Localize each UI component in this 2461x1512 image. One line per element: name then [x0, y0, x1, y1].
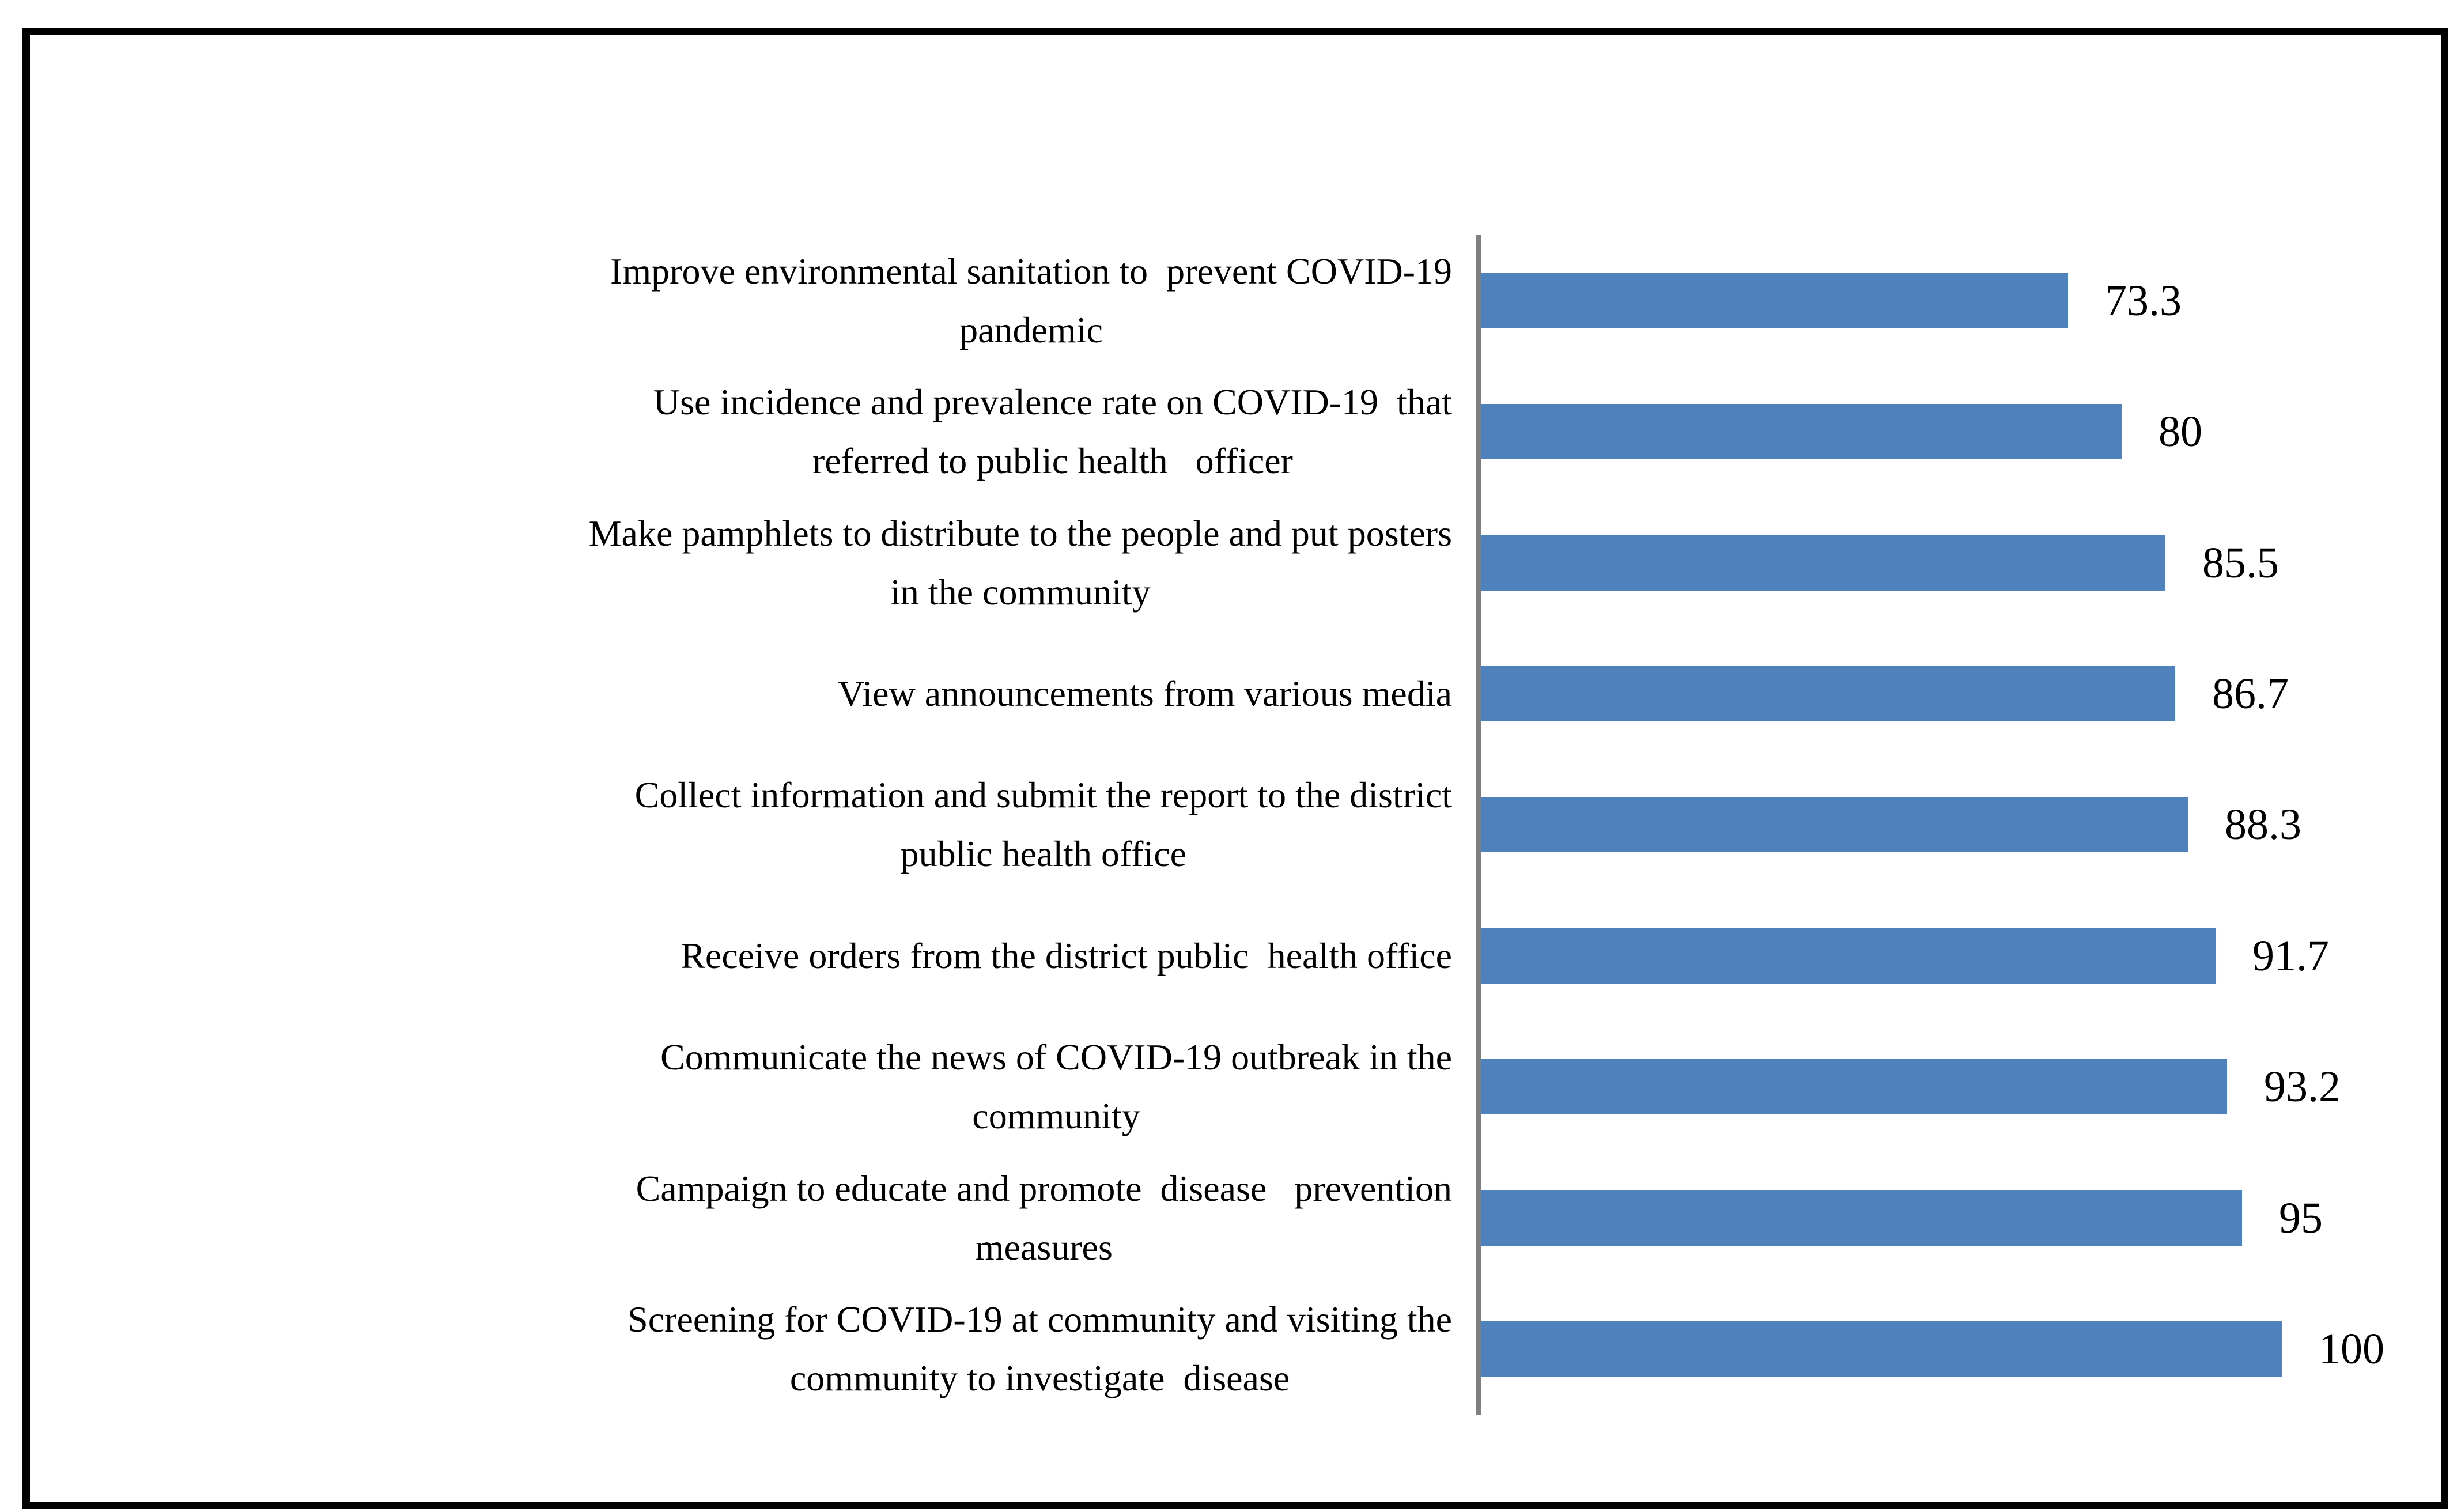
- bar-cell: 91.7: [1452, 890, 2409, 1021]
- bar: [1481, 535, 2165, 591]
- value-label: 93.2: [2264, 1063, 2341, 1112]
- category-label: Communicate the news of COVID-19 outbrea…: [660, 1037, 1452, 1137]
- category-label-cell: View announcements from various media: [242, 628, 1452, 759]
- bar-row: Use incidence and prevalence rate on COV…: [242, 366, 2409, 497]
- value-label: 73.3: [2105, 276, 2182, 325]
- bar-cell: 85.5: [1452, 497, 2409, 628]
- category-axis-line: [1476, 235, 1481, 1415]
- bar-cell: 100: [1452, 1284, 2409, 1415]
- bar-cell: 86.7: [1452, 628, 2409, 759]
- bar-cell: 73.3: [1452, 235, 2409, 366]
- bar-cell: 93.2: [1452, 1022, 2409, 1152]
- bar: [1481, 797, 2188, 853]
- bar-cell: 88.3: [1452, 759, 2409, 890]
- value-label: 80: [2158, 407, 2202, 456]
- bar-row: Receive orders from the district public …: [242, 890, 2409, 1021]
- category-label-cell: Collect information and submit the repor…: [242, 759, 1452, 890]
- value-label: 95: [2279, 1193, 2323, 1242]
- category-label: Screening for COVID-19 at community and …: [627, 1299, 1452, 1399]
- bar-row: View announcements from various media 86…: [242, 628, 2409, 759]
- bar: [1481, 1059, 2227, 1115]
- category-label: Collect information and submit the repor…: [634, 774, 1452, 875]
- category-label: Use incidence and prevalence rate on COV…: [653, 381, 1452, 482]
- value-label: 100: [2319, 1325, 2384, 1374]
- figure-border: [22, 28, 2448, 1509]
- bar: [1481, 273, 2068, 328]
- bar-cell: 95: [1452, 1152, 2409, 1283]
- category-label: Make pamphlets to distribute to the peop…: [588, 512, 1452, 613]
- category-label-cell: Communicate the news of COVID-19 outbrea…: [242, 1022, 1452, 1152]
- bar-row: Screening for COVID-19 at community and …: [242, 1284, 2409, 1415]
- bar: [1481, 404, 2122, 460]
- bar-row: Make pamphlets to distribute to the peop…: [242, 497, 2409, 628]
- bar-row: Campaign to educate and promote disease …: [242, 1152, 2409, 1283]
- bar: [1481, 1321, 2282, 1377]
- bar: [1481, 1190, 2242, 1246]
- category-label: Campaign to educate and promote disease …: [636, 1167, 1452, 1268]
- bar-chart: Improve environmental sanitation to prev…: [242, 235, 2409, 1415]
- bar-row: Improve environmental sanitation to prev…: [242, 235, 2409, 366]
- value-label: 88.3: [2225, 800, 2301, 849]
- category-label-cell: Campaign to educate and promote disease …: [242, 1152, 1452, 1283]
- bar-cell: 80: [1452, 366, 2409, 497]
- bar: [1481, 666, 2175, 722]
- bar-row: Communicate the news of COVID-19 outbrea…: [242, 1022, 2409, 1152]
- category-label: View announcements from various media: [837, 673, 1452, 715]
- value-label: 86.7: [2212, 670, 2289, 719]
- value-label: 85.5: [2202, 538, 2279, 587]
- category-label-cell: Make pamphlets to distribute to the peop…: [242, 497, 1452, 628]
- bar-row: Collect information and submit the repor…: [242, 759, 2409, 890]
- category-label-cell: Use incidence and prevalence rate on COV…: [242, 366, 1452, 497]
- category-label: Receive orders from the district public …: [681, 935, 1452, 976]
- category-label-cell: Screening for COVID-19 at community and …: [242, 1284, 1452, 1415]
- category-label: Improve environmental sanitation to prev…: [610, 250, 1452, 350]
- category-label-cell: Receive orders from the district public …: [242, 890, 1452, 1021]
- category-label-cell: Improve environmental sanitation to prev…: [242, 235, 1452, 366]
- bar: [1481, 928, 2216, 984]
- value-label: 91.7: [2252, 931, 2329, 980]
